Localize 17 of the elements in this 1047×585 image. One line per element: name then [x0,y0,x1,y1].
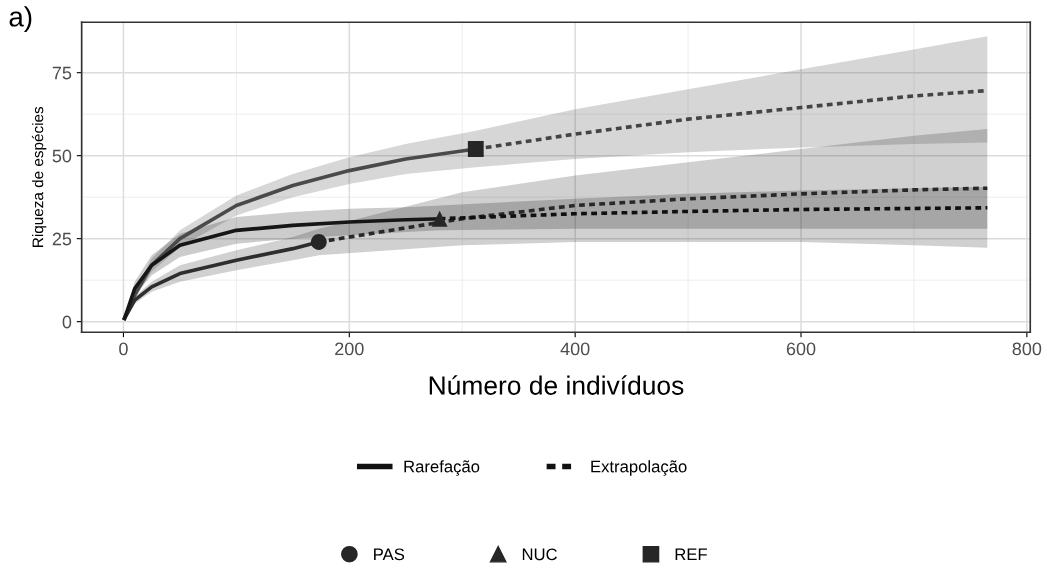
x-axis-title: Número de indivíduos [429,375,684,395]
y-tick-label: 50 [52,149,72,163]
text: Rarefação [404,460,480,476]
legend-label: PAS [374,548,405,561]
legend-label: REF [675,548,707,561]
y-tick-label: 75 [52,66,72,80]
x-tick-label: 800 [1012,342,1042,356]
x-tick-label: 600 [786,342,816,356]
x-tick-label: 200 [335,342,364,356]
y-tick-label: 0 [62,315,72,329]
x-tick-label: 400 [560,342,590,356]
text: Extrapolação [591,460,687,476]
text: a) [9,6,32,33]
legend-label: NUC [522,548,557,561]
y-tick-label: 25 [52,232,72,246]
y-axis-title: Riqueza de espécies [31,106,47,247]
x-tick-label: 0 [119,342,128,356]
